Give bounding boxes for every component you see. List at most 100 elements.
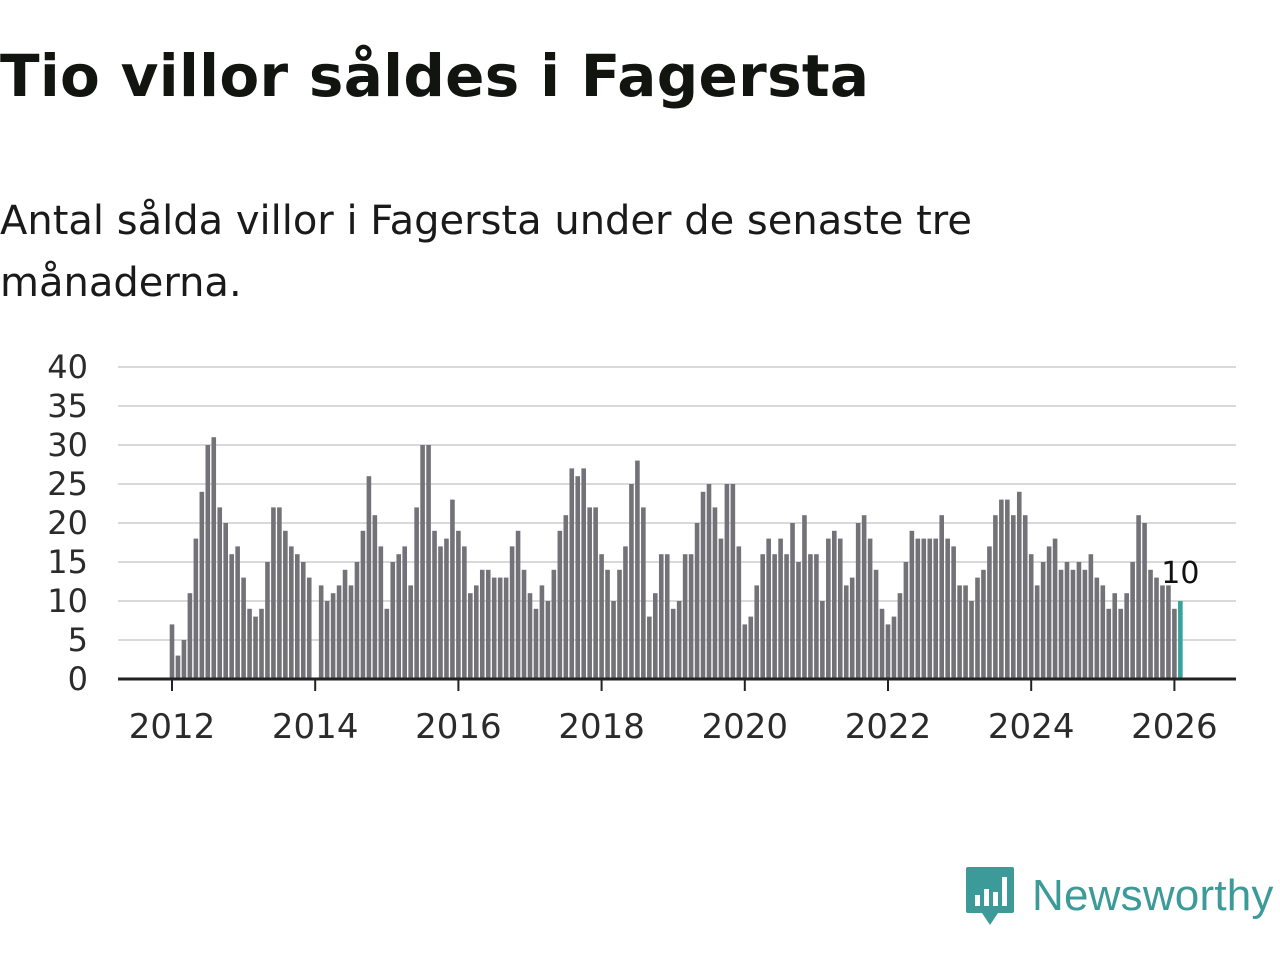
bar [354,562,360,679]
bar [1082,569,1088,679]
bar [1172,608,1177,679]
bar [300,562,306,679]
bar [1118,608,1123,679]
bar [593,507,598,679]
bar [629,484,634,679]
bar [1166,585,1171,679]
bar [1148,569,1153,679]
bar [1028,554,1034,679]
bar [253,616,258,679]
bar [295,554,300,679]
bar [814,554,819,679]
bar [1064,562,1070,679]
bar [581,468,586,679]
bar [885,624,891,679]
bar [993,515,998,679]
bar [259,608,264,679]
bar [796,562,801,679]
bar [981,569,986,679]
bar [420,445,425,679]
bar [1011,515,1016,679]
bar [450,499,455,679]
bar [199,491,205,679]
bar [497,577,503,679]
bar [223,523,228,679]
bar [909,530,915,679]
bar [289,546,294,679]
bar [718,538,724,679]
bar [849,577,855,679]
bar [1112,593,1118,679]
bar [491,577,497,679]
bar [265,562,270,679]
newsworthy-logo[interactable]: Newsworthy [964,864,1274,928]
bar [587,507,592,679]
bar [855,523,861,679]
bar [563,515,569,679]
bar [408,585,413,679]
brand-name: Newsworthy [1032,871,1274,920]
bar [372,515,378,679]
y-tick-label: 0 [68,660,88,698]
bar [682,554,688,679]
bar [384,608,390,679]
bar [837,538,843,679]
bar [462,546,467,679]
bar [843,585,849,679]
bar [760,554,765,679]
bar [426,445,431,679]
bar [927,538,933,679]
bar [1094,577,1100,679]
bar [277,507,282,679]
bar [324,601,330,679]
x-tick-label: 2026 [1131,707,1218,747]
bar [271,507,276,679]
bar [247,608,252,679]
y-tick-label: 15 [47,543,88,581]
bar [832,530,837,679]
bar [897,593,903,679]
bar [1070,569,1076,679]
x-tick-label: 2012 [129,707,216,747]
bar [766,538,771,679]
bar [175,655,181,679]
bar [485,569,491,679]
bar [533,608,539,679]
bar [808,554,813,679]
bar [873,569,879,679]
bar [283,530,288,679]
bar [438,546,443,679]
bar [193,538,199,679]
bar [1142,523,1147,679]
bar [1136,515,1141,679]
bar [318,585,324,679]
y-tick-label: 30 [47,426,88,464]
bar [975,577,980,679]
bar [802,515,807,679]
bar [653,593,658,679]
bar [1052,538,1058,679]
bar [987,546,992,679]
bars [169,437,1183,679]
x-tick-label: 2022 [845,707,932,747]
bar [700,491,706,679]
bar [181,640,187,679]
bar [390,562,396,679]
bar [1100,585,1106,679]
bar [1034,585,1040,679]
bar [658,554,664,679]
bar [1005,499,1010,679]
bar [641,507,646,679]
bar [969,601,974,679]
bar [336,585,342,679]
bar [360,530,366,679]
bar [730,484,736,679]
x-tick-label: 2018 [558,707,645,747]
bar [635,460,640,679]
bar [527,593,533,679]
bar [1130,562,1135,679]
bar [736,546,742,679]
bar [1040,562,1046,679]
bar [891,616,897,679]
